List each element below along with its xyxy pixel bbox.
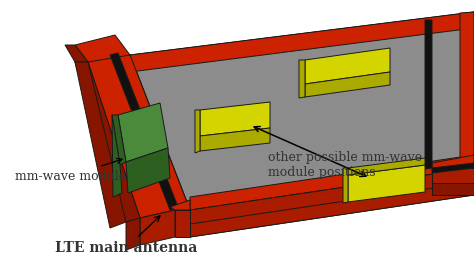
Polygon shape <box>115 55 190 210</box>
Polygon shape <box>118 103 168 162</box>
Polygon shape <box>175 210 190 237</box>
Polygon shape <box>75 62 126 228</box>
Polygon shape <box>65 45 88 62</box>
Polygon shape <box>190 182 474 237</box>
Polygon shape <box>88 55 190 218</box>
Polygon shape <box>348 158 425 175</box>
Polygon shape <box>140 210 175 245</box>
Polygon shape <box>195 110 200 153</box>
Polygon shape <box>126 218 140 250</box>
Polygon shape <box>200 128 270 151</box>
Polygon shape <box>200 102 270 136</box>
Text: LTE main antenna: LTE main antenna <box>55 216 197 255</box>
Polygon shape <box>432 183 474 195</box>
Text: mm-wave module: mm-wave module <box>15 159 126 183</box>
Text: other possible mm-wave
module positions: other possible mm-wave module positions <box>268 151 422 179</box>
Polygon shape <box>110 53 178 210</box>
Polygon shape <box>460 12 474 169</box>
Polygon shape <box>170 200 190 210</box>
Polygon shape <box>88 55 175 218</box>
Polygon shape <box>432 163 474 173</box>
Polygon shape <box>343 168 348 203</box>
Polygon shape <box>348 165 425 202</box>
Polygon shape <box>190 168 474 225</box>
Polygon shape <box>299 60 305 98</box>
Polygon shape <box>130 12 474 210</box>
Polygon shape <box>425 20 432 169</box>
Polygon shape <box>305 72 390 97</box>
Polygon shape <box>190 168 474 237</box>
Polygon shape <box>190 155 474 210</box>
Polygon shape <box>305 48 390 84</box>
Polygon shape <box>432 168 474 183</box>
Polygon shape <box>112 115 122 197</box>
Polygon shape <box>126 148 170 193</box>
Polygon shape <box>75 62 140 222</box>
Polygon shape <box>75 35 130 62</box>
Polygon shape <box>130 12 474 72</box>
Polygon shape <box>112 115 126 165</box>
Polygon shape <box>432 155 474 168</box>
